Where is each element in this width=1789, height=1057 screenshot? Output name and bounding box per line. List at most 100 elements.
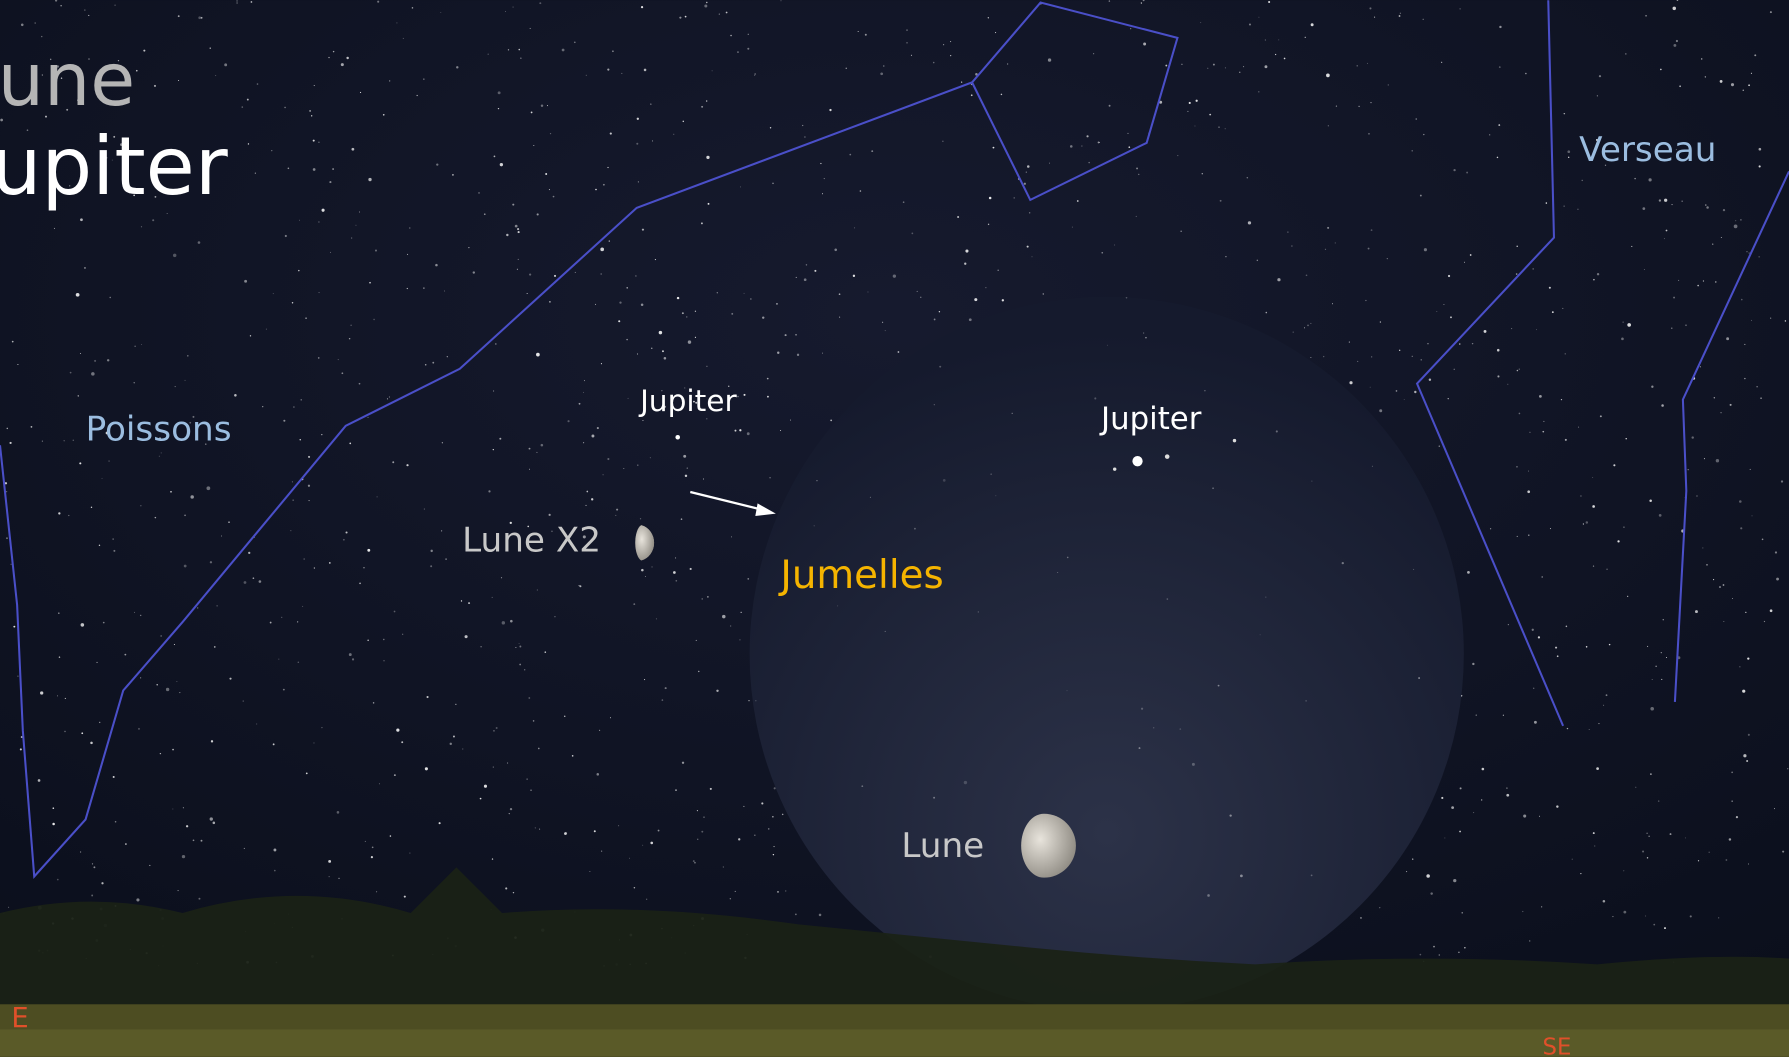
star (1013, 197, 1015, 199)
star (1518, 368, 1520, 370)
star (478, 192, 480, 194)
star (684, 387, 686, 389)
star (1326, 73, 1330, 78)
star (1247, 221, 1252, 225)
star (297, 661, 300, 663)
star (607, 457, 610, 461)
star (579, 585, 582, 588)
star (642, 419, 644, 422)
star (173, 643, 175, 646)
star (1398, 15, 1401, 17)
star (1719, 80, 1723, 83)
star (920, 296, 922, 298)
star (637, 181, 639, 183)
star (748, 699, 750, 702)
star (462, 748, 464, 750)
star (1646, 832, 1648, 834)
star (300, 399, 302, 401)
star (1459, 787, 1462, 790)
star (446, 356, 448, 358)
star (1106, 344, 1108, 346)
star (1423, 133, 1425, 136)
star (1099, 141, 1100, 143)
star (1258, 16, 1260, 18)
star (355, 224, 357, 226)
star (965, 249, 969, 253)
star (1702, 280, 1705, 282)
star (93, 866, 96, 869)
star (416, 94, 418, 97)
star (1696, 495, 1698, 497)
star (209, 47, 211, 49)
star (493, 155, 496, 158)
star (1305, 700, 1307, 702)
star (689, 567, 692, 571)
star (492, 766, 494, 768)
star (1704, 76, 1707, 78)
star (1451, 806, 1455, 810)
star (830, 419, 833, 422)
star (1258, 91, 1260, 93)
star (536, 213, 539, 216)
star (198, 16, 202, 20)
star (501, 621, 506, 625)
star (272, 293, 274, 295)
star (1529, 431, 1531, 433)
star (283, 419, 286, 422)
star (968, 318, 972, 322)
star (609, 132, 612, 135)
star (582, 549, 584, 551)
star (345, 531, 348, 534)
star (1516, 369, 1519, 372)
star (369, 281, 371, 284)
star (589, 871, 591, 873)
star (641, 568, 644, 572)
star (838, 293, 841, 295)
star (303, 558, 305, 560)
star (64, 730, 66, 733)
star (10, 563, 12, 565)
star (114, 821, 117, 823)
star (256, 723, 258, 725)
star (1669, 833, 1672, 836)
star (349, 442, 352, 445)
star (140, 226, 143, 228)
star (505, 887, 508, 890)
star (950, 41, 952, 43)
star (1745, 611, 1747, 614)
star (754, 74, 756, 76)
star (1464, 947, 1466, 949)
star (1523, 814, 1527, 818)
star (1093, 53, 1095, 55)
star (1596, 273, 1600, 276)
star (68, 514, 70, 517)
star (628, 857, 631, 859)
star (290, 530, 292, 532)
star (120, 143, 123, 146)
star (574, 271, 576, 273)
star (530, 111, 533, 114)
star (1507, 383, 1509, 385)
star (664, 687, 667, 690)
star (297, 621, 299, 623)
star (520, 57, 522, 60)
star (769, 127, 772, 129)
star (388, 396, 390, 398)
star (820, 162, 822, 165)
star (795, 276, 797, 278)
star (938, 311, 941, 313)
star (313, 85, 315, 87)
star (643, 68, 647, 72)
star (200, 839, 203, 842)
star (1240, 874, 1243, 878)
star (350, 237, 353, 239)
star (506, 233, 509, 237)
star (444, 290, 446, 292)
star (229, 677, 232, 680)
star (1025, 171, 1027, 173)
star (897, 351, 900, 353)
star (695, 401, 698, 404)
star (287, 167, 290, 170)
star (1419, 194, 1422, 197)
star (350, 324, 352, 326)
